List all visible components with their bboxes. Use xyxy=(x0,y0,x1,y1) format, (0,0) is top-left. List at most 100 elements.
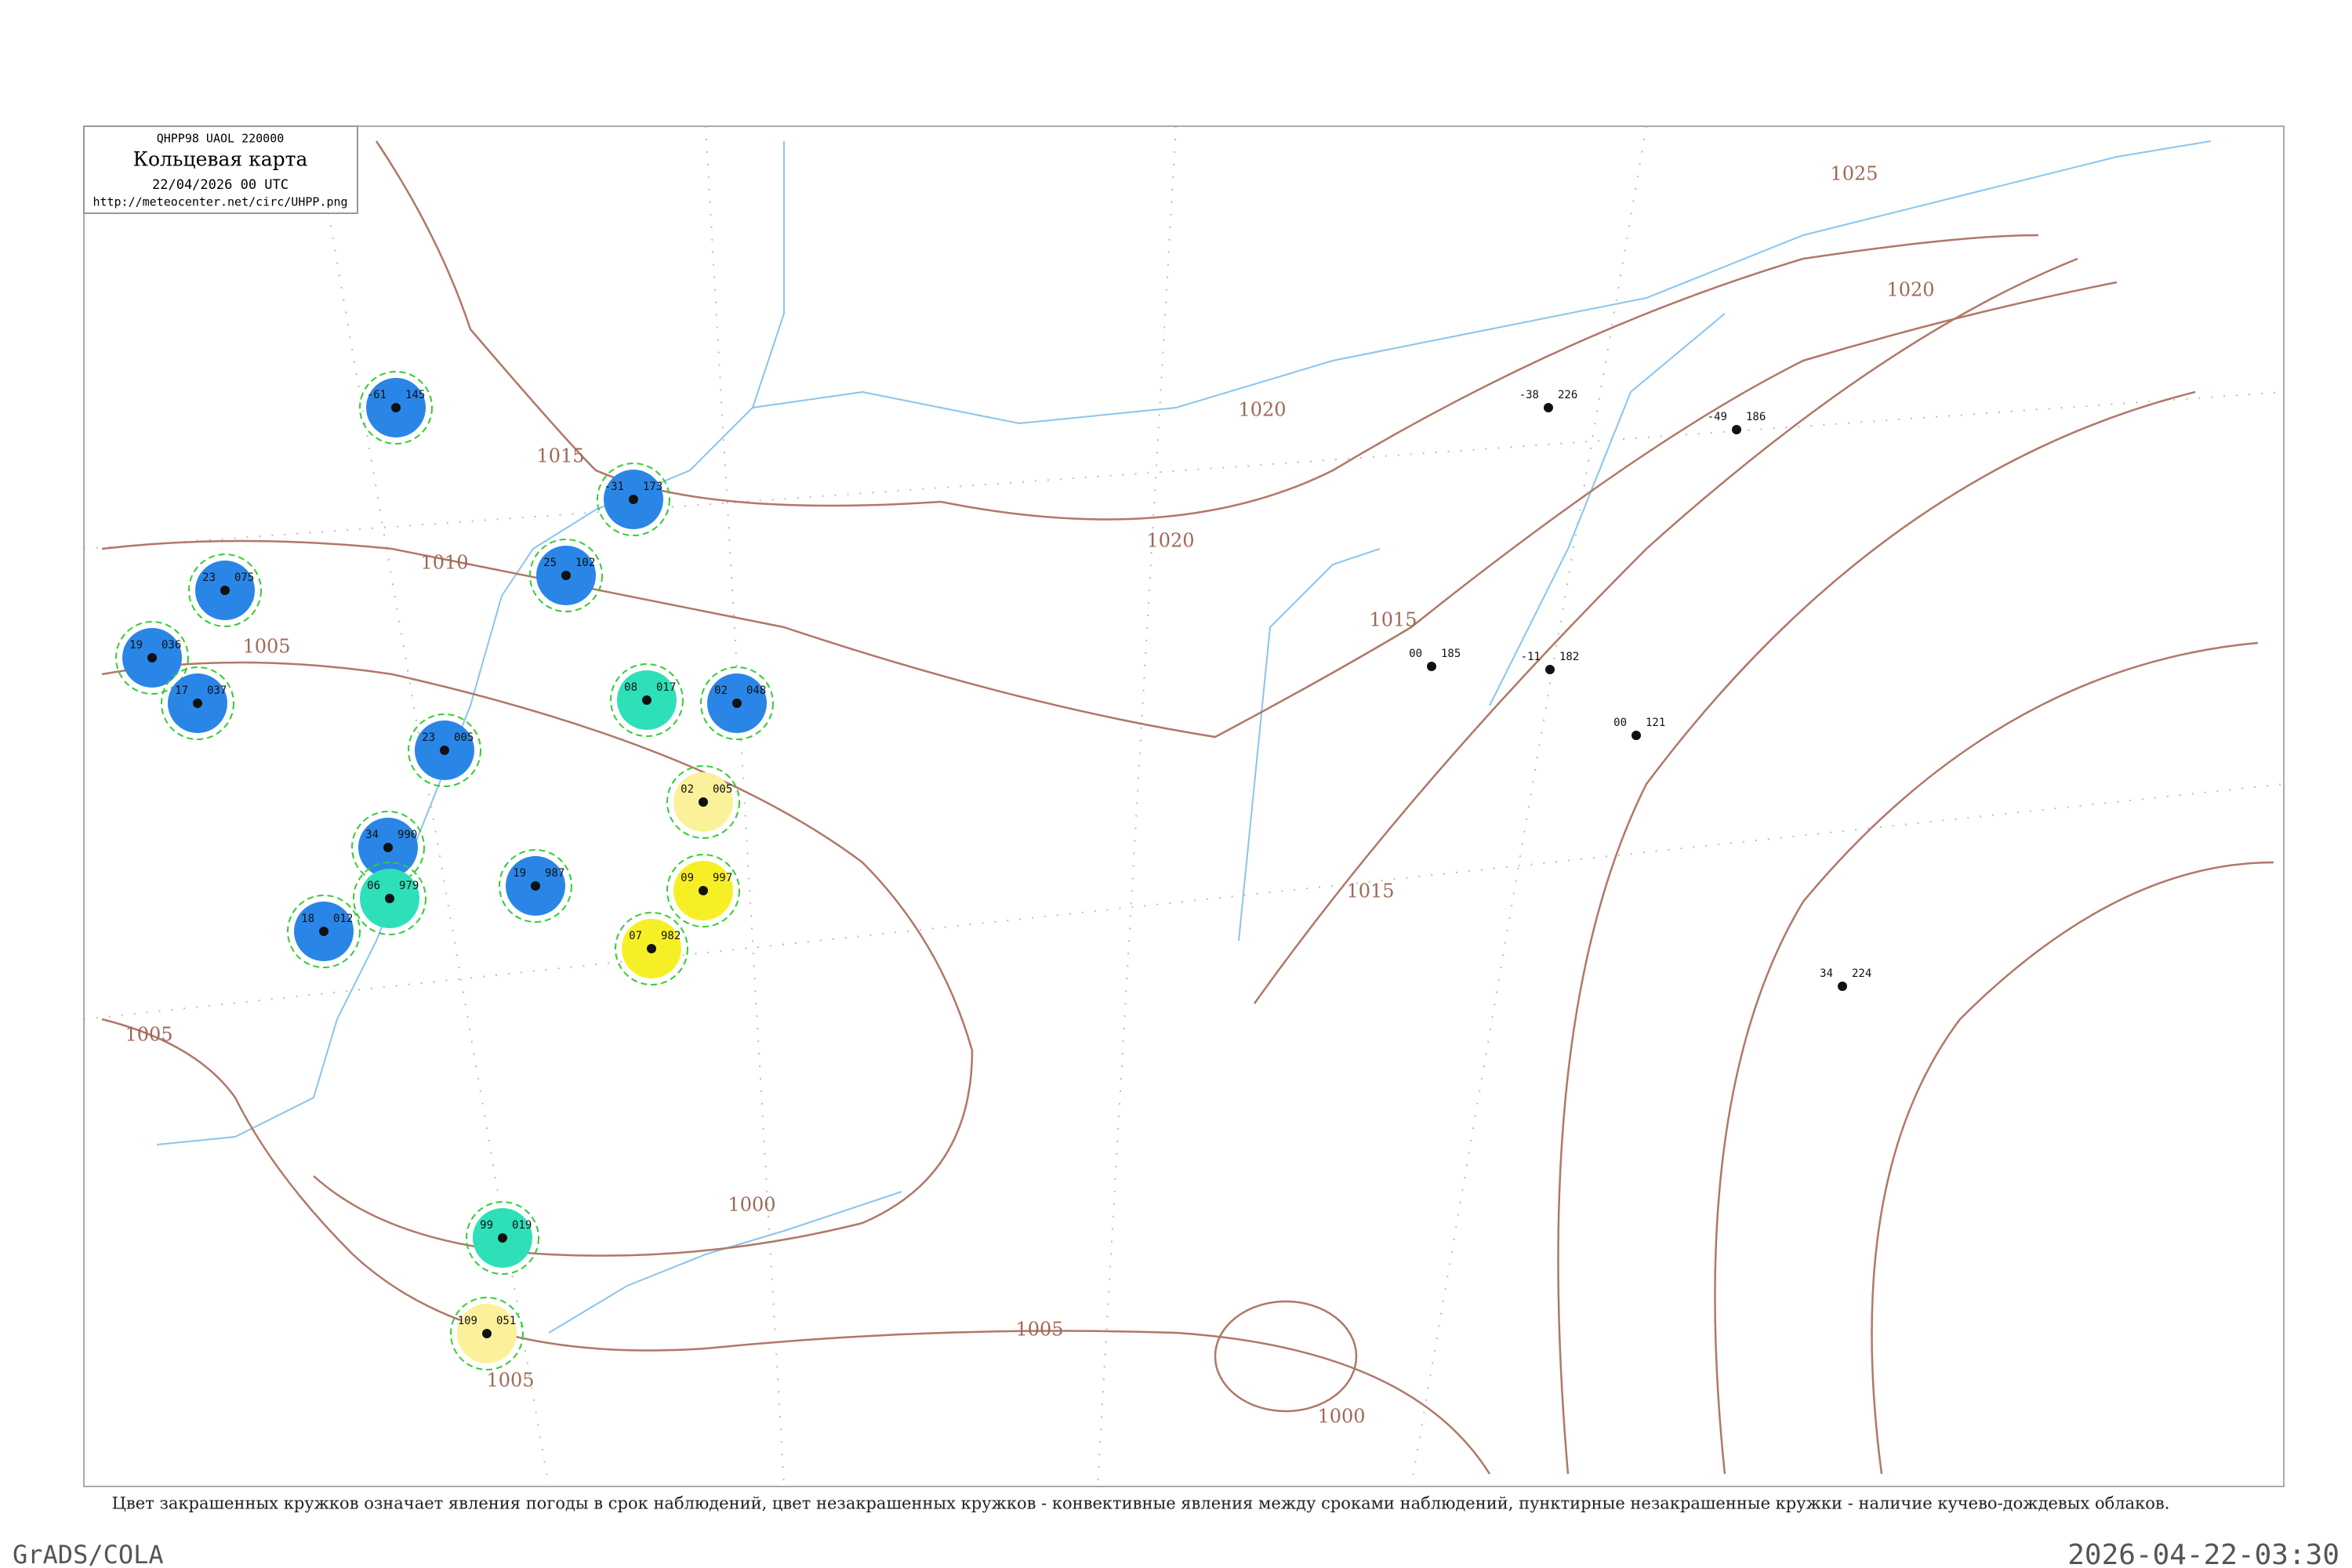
station-dot xyxy=(732,699,742,708)
station-temp: 09 xyxy=(681,872,694,884)
isobar-label: 1015 xyxy=(1369,609,1417,631)
station-pressure: 997 xyxy=(713,872,732,884)
station-pressure: 019 xyxy=(512,1219,532,1232)
station-dot xyxy=(647,944,656,953)
station: -49 186 xyxy=(1708,411,1766,434)
isobar-label: 1000 xyxy=(728,1194,775,1216)
station-ring xyxy=(666,854,740,927)
station-pressure: 224 xyxy=(1852,967,1871,980)
header-url: http://meteocenter.net/circ/UHPP.png xyxy=(93,195,347,209)
station-temp: -31 xyxy=(604,481,624,493)
stations: -61 145 -31 173 25 102 23 075 19 036 17 037 23 005 34 9… xyxy=(115,371,1871,1370)
station: 17 037 xyxy=(161,666,234,740)
station-ring xyxy=(499,849,572,923)
station-dot xyxy=(220,586,230,595)
isobar-label: 1020 xyxy=(1886,279,1934,301)
station-pressure: 185 xyxy=(1441,648,1461,660)
station-ring xyxy=(408,713,481,787)
station: 19 036 xyxy=(115,621,189,695)
station-temp: 08 xyxy=(624,681,637,694)
station-dot xyxy=(1838,982,1847,991)
station-pressure: 121 xyxy=(1646,717,1665,729)
isobar-label: 1000 xyxy=(1317,1406,1365,1428)
station-pressure: 037 xyxy=(207,684,227,697)
station-pressure: 990 xyxy=(397,829,417,841)
station-dot xyxy=(699,886,708,895)
station: 34 990 xyxy=(351,811,425,884)
station-temp: 25 xyxy=(543,557,557,569)
station-temp: -38 xyxy=(1519,389,1539,401)
station: -31 173 xyxy=(597,463,670,536)
isobar-label: 1005 xyxy=(242,636,290,658)
station-ring xyxy=(700,666,774,740)
header-frame xyxy=(83,125,358,214)
station-temp: 23 xyxy=(422,731,435,744)
isobar-label: 1010 xyxy=(420,552,468,574)
station-dot xyxy=(1427,662,1436,671)
station-pressure: 051 xyxy=(496,1315,516,1327)
station-ring xyxy=(597,463,670,536)
station-dot xyxy=(1632,731,1641,740)
station-pressure: 186 xyxy=(1746,411,1766,423)
station: 06 979 xyxy=(353,862,426,935)
station: 02 048 xyxy=(700,666,774,740)
station-temp: 99 xyxy=(480,1219,493,1232)
station-ring xyxy=(161,666,234,740)
station-pressure: 036 xyxy=(162,639,181,652)
station: 19 987 xyxy=(499,849,572,923)
station-dot xyxy=(1545,665,1555,674)
station-pressure: 979 xyxy=(399,880,419,892)
credit: GrADS/COLA xyxy=(13,1540,164,1568)
station-pressure: 145 xyxy=(405,389,425,401)
station: -38 226 xyxy=(1519,389,1577,412)
map-frame xyxy=(83,125,2285,1487)
station-temp: 02 xyxy=(681,783,694,796)
station-dot xyxy=(642,695,652,705)
station-ring xyxy=(188,554,262,627)
isobars xyxy=(101,140,2274,1475)
isobar-labels: 1015101010051005100010051005100010201020… xyxy=(125,163,1934,1428)
station-temp: 34 xyxy=(365,829,379,841)
station: 25 102 xyxy=(529,539,603,612)
station-ring xyxy=(450,1297,524,1370)
station-ring xyxy=(615,912,688,985)
isobar-label: 1025 xyxy=(1830,163,1878,185)
station: 34 224 xyxy=(1820,967,1871,991)
station-ring xyxy=(529,539,603,612)
station-temp: 19 xyxy=(129,639,143,652)
station: 00 121 xyxy=(1613,717,1665,740)
station-dot xyxy=(561,571,571,580)
station-temp: 109 xyxy=(458,1315,477,1327)
header-time: 22/04/2026 00 UTC xyxy=(152,177,289,193)
grid xyxy=(83,125,2285,1487)
station-temp: 23 xyxy=(202,572,216,584)
station-ring xyxy=(287,895,361,968)
station-ring xyxy=(359,371,433,445)
station-dot xyxy=(498,1233,507,1243)
station: 02 005 xyxy=(666,765,740,839)
isobar-label: 1015 xyxy=(1346,880,1394,902)
station-dot xyxy=(1732,425,1741,434)
station-pressure: 987 xyxy=(545,867,564,880)
station-ring xyxy=(610,663,684,737)
station-pressure: 012 xyxy=(333,913,353,925)
station-temp: 00 xyxy=(1409,648,1422,660)
station-temp: 19 xyxy=(513,867,526,880)
station-temp: 34 xyxy=(1820,967,1833,980)
station-pressure: 182 xyxy=(1559,651,1579,663)
station-pressure: 017 xyxy=(656,681,676,694)
station-temp: 02 xyxy=(714,684,728,697)
isobar-label: 1005 xyxy=(125,1024,172,1046)
station: 00 185 xyxy=(1409,648,1461,671)
station-temp: 18 xyxy=(301,913,314,925)
station-ring xyxy=(353,862,426,935)
isobar-label: 1015 xyxy=(536,445,584,467)
station: 23 005 xyxy=(408,713,481,787)
station-dot xyxy=(385,894,394,903)
station-dot xyxy=(193,699,202,708)
station-dot xyxy=(147,653,157,662)
station-ring xyxy=(466,1201,539,1275)
header-code: QHPP98 UAOL 220000 xyxy=(157,132,285,146)
station-temp: 06 xyxy=(367,880,380,892)
